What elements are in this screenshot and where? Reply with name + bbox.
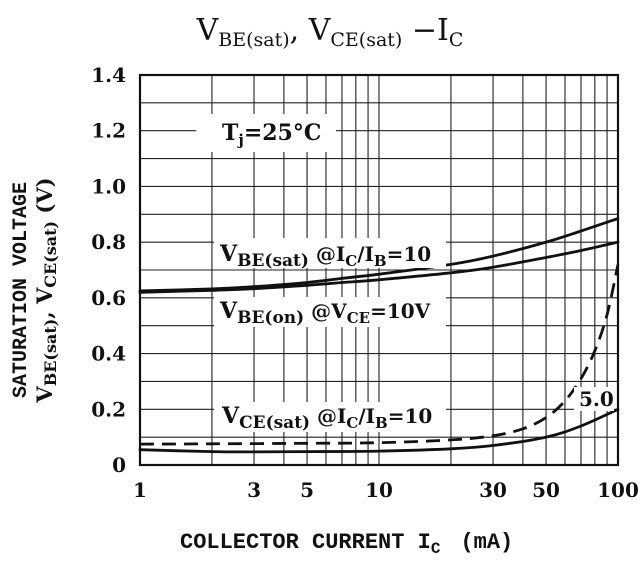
x-axis-ticks: 1 3 5 10 30 50 100 [133, 478, 639, 502]
vbesat-sub: BE(sat) [237, 251, 309, 271]
title-sub3: C [449, 29, 464, 51]
series-label-vbeon: VBE(on) @VCE=10V [219, 298, 431, 328]
annotations: Tj=25°C VBE(sat) @IC/IB=10 VBE(on) @VCE=… [196, 114, 614, 433]
y-tick-label: 0.2 [91, 397, 126, 421]
dashed-series-label: 5.0 [579, 387, 614, 411]
series-line-4 [139, 264, 620, 446]
vbesat-b: B [374, 252, 387, 270]
tj-t: T [222, 120, 239, 146]
vcesat-c: C [346, 414, 358, 432]
series-line-3 [138, 407, 620, 454]
y-tick-label: 1.2 [91, 119, 126, 143]
y-tick-label: 0.6 [91, 286, 126, 310]
title-sub2: CE(sat) [330, 29, 402, 51]
vcesat-at: @I [310, 404, 346, 428]
vbesat-c: C [345, 252, 357, 270]
x-tick-label: 10 [365, 478, 393, 502]
vcesat-ratio: =10 [388, 404, 433, 428]
vbeon-v: V [219, 298, 238, 324]
vbeon-at: @V [304, 299, 347, 323]
ylabel-v1: V [32, 386, 57, 404]
y-axis-ticks: 0 0.2 0.4 0.6 0.8 1.0 1.2 1.4 [91, 63, 126, 477]
ylabel-sub1: BE(sat) [41, 319, 60, 387]
y-tick-label: 1.0 [91, 174, 126, 198]
vbesat-v: V [219, 241, 238, 267]
vbesat-label-background [214, 238, 446, 268]
vbesat-ratio: =10 [387, 242, 432, 266]
vbeon-label-background [214, 297, 446, 327]
x-tick-label: 1 [133, 478, 147, 502]
title-i: −I [402, 13, 449, 48]
x-tick-label: 50 [532, 478, 560, 502]
series-line-2 [138, 240, 620, 294]
chart-title: VBE(sat), VCE(sat) −IC [196, 13, 464, 51]
ylabel-unit: (V) [32, 177, 57, 220]
ylabel-v2: , V [32, 287, 57, 319]
vbeon-sub: BE(on) [237, 308, 304, 328]
series-label-vcesat: VCE(sat) @IC/IB=10 [221, 403, 432, 433]
vcesat-v: V [221, 403, 240, 429]
vcesat-label-background [214, 402, 446, 432]
tj-rest: =25°C [244, 120, 322, 146]
ylabel-sub2: CE(sat) [41, 221, 60, 288]
tj-label-background [196, 114, 336, 152]
y-axis-label-line2: VBE(sat), VCE(sat) (V) [32, 177, 60, 403]
xlabel-sub: C [431, 540, 441, 558]
xlabel-main: COLLECTOR CURRENT I [180, 530, 431, 555]
five-label-background [574, 387, 614, 411]
vbeon-val: =10V [370, 299, 431, 323]
vcesat-slash: /I [358, 404, 375, 428]
vbesat-slash: /I [357, 242, 374, 266]
y-tick-label: 0.8 [91, 230, 126, 254]
series-line-1 [138, 217, 620, 293]
y-axis-label-line1: SATURATION VOLTAGE [10, 182, 33, 398]
vbeon-ce: CE [347, 309, 370, 327]
y-tick-label: 0 [112, 453, 126, 477]
x-tick-label: 30 [479, 478, 507, 502]
title-v2: , V [290, 13, 332, 48]
x-tick-label: 3 [247, 478, 261, 502]
y-tick-label: 0.4 [91, 342, 126, 366]
tj-label: Tj=25°C [222, 120, 321, 149]
series-lines [138, 217, 620, 454]
x-axis-label: COLLECTOR CURRENT IC (mA) [180, 530, 513, 558]
y-tick-label: 1.4 [91, 63, 126, 87]
title-v1: V [196, 13, 220, 48]
tj-sub: j [236, 131, 243, 149]
title-sub1: BE(sat) [218, 29, 289, 51]
x-tick-label: 5 [300, 478, 314, 502]
vcesat-sub: CE(sat) [239, 413, 310, 433]
x-tick-label: 100 [597, 478, 639, 502]
xlabel-unit: (mA) [460, 530, 513, 555]
series-label-vbesat: VBE(sat) @IC/IB=10 [219, 241, 431, 271]
vbesat-at: @I [309, 242, 345, 266]
vcesat-b: B [375, 414, 388, 432]
